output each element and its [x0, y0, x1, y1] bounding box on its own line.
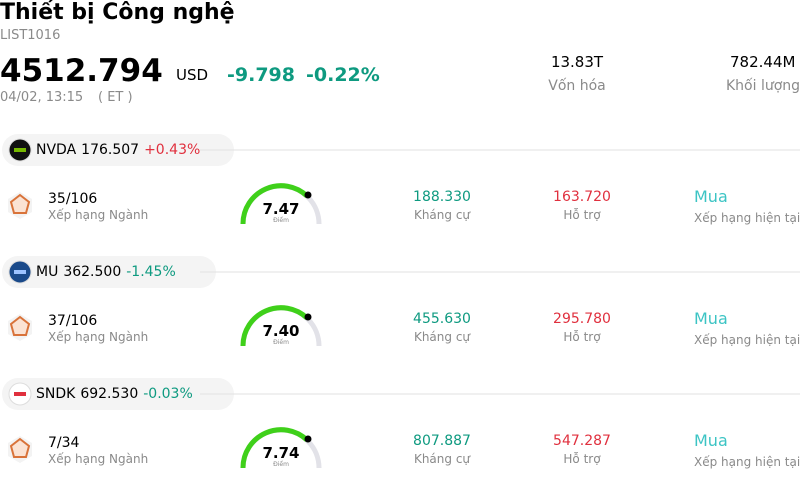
stock-ticker: NVDA	[36, 142, 77, 158]
divider	[200, 393, 800, 395]
stock-pill	[2, 378, 234, 410]
change: -9.798	[227, 64, 295, 86]
time: 04/02, 13:15	[0, 90, 84, 105]
title: Thiết bị Công nghệ	[0, 0, 235, 25]
stock-pill	[2, 134, 234, 166]
stock-pill	[2, 256, 216, 288]
stat-value: 782.44M	[730, 53, 796, 71]
stat-label: Khối lượng	[726, 78, 800, 94]
score: 7.74	[262, 444, 300, 462]
price: 4512.794	[0, 53, 163, 89]
stock-line: MU 362.500 -1.45%	[36, 265, 176, 279]
resistance: 807.887	[413, 433, 471, 449]
resistance-label: Kháng cự	[413, 330, 471, 344]
timezone: ( ET )	[98, 90, 133, 105]
stock-logo	[8, 260, 32, 284]
change-pct: -0.22%	[306, 64, 380, 86]
resistance: 188.330	[413, 189, 471, 205]
currency: USD	[176, 66, 209, 84]
stock-line: SNDK 692.530 -0.03%	[36, 387, 193, 401]
stock-logo	[8, 138, 32, 162]
rank-icon	[8, 314, 32, 341]
score-gauge	[240, 427, 322, 469]
support: 547.287	[553, 433, 611, 449]
support-label: Hỗ trợ	[563, 330, 601, 344]
rank: 7/34	[48, 435, 80, 451]
stock-price: 176.507	[81, 142, 140, 158]
score-gauge	[240, 183, 322, 225]
rating: Mua	[694, 309, 728, 328]
divider	[200, 149, 800, 151]
support: 163.720	[553, 189, 611, 205]
support-label: Hỗ trợ	[563, 208, 601, 222]
stock-change: -0.03%	[143, 386, 193, 402]
rating-label: Xếp hạng hiện tại	[694, 211, 800, 225]
support-label: Hỗ trợ	[563, 452, 601, 466]
resistance-label: Kháng cự	[413, 452, 471, 466]
rank-icon	[8, 436, 32, 463]
score-label: Điểm	[273, 339, 289, 346]
rank-label: Xếp hạng Ngành	[48, 452, 149, 466]
rank-icon	[8, 192, 32, 219]
stock-logo	[8, 382, 32, 406]
code: LIST1016	[0, 28, 61, 43]
stock-line: NVDA 176.507 +0.43%	[36, 143, 200, 157]
score-label: Điểm	[273, 461, 289, 468]
score-label: Điểm	[273, 217, 289, 224]
rank-label: Xếp hạng Ngành	[48, 330, 149, 344]
rating: Mua	[694, 187, 728, 206]
score: 7.47	[262, 200, 300, 218]
score-gauge	[240, 305, 322, 347]
stat-value: 13.83T	[550, 53, 604, 71]
rank-label: Xếp hạng Ngành	[48, 208, 149, 222]
score: 7.40	[262, 322, 300, 340]
stock-price: 362.500	[63, 264, 122, 280]
stock-ticker: SNDK	[36, 386, 76, 402]
resistance-label: Kháng cự	[413, 208, 471, 222]
stock-ticker: MU	[36, 264, 59, 280]
rating-label: Xếp hạng hiện tại	[694, 455, 800, 469]
stock-price: 692.530	[80, 386, 139, 402]
divider	[200, 271, 800, 273]
rating: Mua	[694, 431, 728, 450]
resistance: 455.630	[413, 311, 471, 327]
stat-label: Vốn hóa	[548, 78, 606, 94]
support: 295.780	[553, 311, 611, 327]
rating-label: Xếp hạng hiện tại	[694, 333, 800, 347]
rank: 37/106	[48, 313, 98, 329]
rank: 35/106	[48, 191, 98, 207]
stock-change: -1.45%	[126, 264, 176, 280]
stock-change: +0.43%	[144, 142, 201, 158]
